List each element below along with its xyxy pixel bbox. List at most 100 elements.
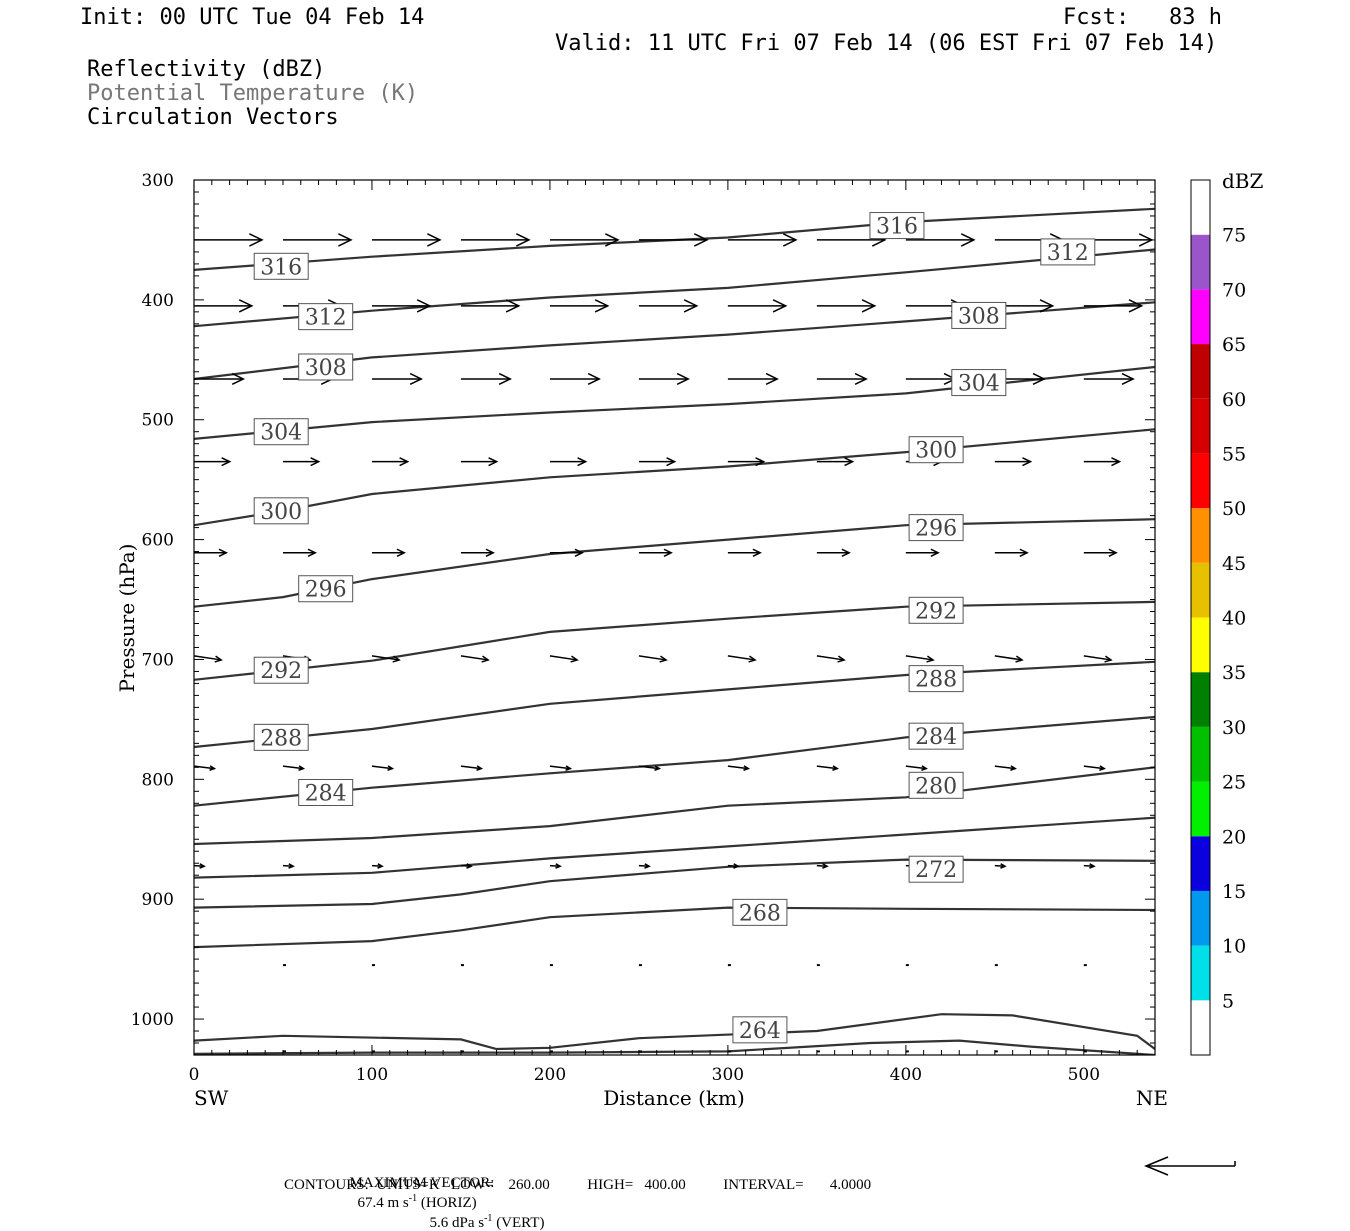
circulation-vector xyxy=(549,765,573,771)
circulation-vector xyxy=(905,765,928,771)
colorbar-level-label: 35 xyxy=(1222,662,1246,684)
circulation-vector xyxy=(638,863,651,869)
theta-contour-268 xyxy=(194,906,1155,949)
circulation-vector xyxy=(727,765,751,771)
x-end-label-left: SW xyxy=(194,1086,229,1110)
colorbar-segment xyxy=(1191,836,1210,891)
circulation-vector xyxy=(194,372,246,386)
y-axis-title: Pressure (hPa) xyxy=(115,544,139,693)
vert-suffix: (VERT) xyxy=(492,1215,545,1231)
contour-label-296: 296 xyxy=(298,575,354,603)
contour-label-box xyxy=(732,898,788,926)
circulation-vector xyxy=(371,457,410,467)
circulation-vector xyxy=(816,863,829,869)
circulation-vector xyxy=(371,765,395,771)
circulation-vector xyxy=(994,457,1033,467)
contour-label-box xyxy=(908,771,964,799)
colorbar-level-label: 65 xyxy=(1222,334,1246,356)
x-tick-label: 300 xyxy=(712,1065,744,1085)
field-potential-temperature: Potential Temperature (K) xyxy=(87,81,419,106)
circulation-vector xyxy=(1083,655,1113,663)
colorbar-segment xyxy=(1191,562,1210,618)
contour-label-box xyxy=(908,436,964,464)
contour-label-box xyxy=(951,369,1007,397)
contour-label-text: 308 xyxy=(958,304,1000,329)
contour-label-text: 300 xyxy=(260,500,302,525)
colorbar-segment xyxy=(1191,453,1210,509)
circulation-vector xyxy=(905,233,976,247)
contour-label-288: 288 xyxy=(908,665,964,693)
circulation-vector xyxy=(816,765,839,771)
contour-label-box xyxy=(908,855,964,883)
circulation-vector xyxy=(549,372,601,386)
contour-label-300: 300 xyxy=(908,436,964,464)
contour-label-box xyxy=(253,252,309,280)
contour-label-268: 268 xyxy=(732,898,788,926)
x-axis-title: Distance (km) xyxy=(603,1086,745,1110)
contour-label-box xyxy=(869,212,925,240)
contour-label-box xyxy=(908,596,964,624)
circulation-vector xyxy=(1083,548,1118,557)
contour-label-312: 312 xyxy=(1040,238,1096,266)
circulation-vector xyxy=(638,655,668,663)
colorbar-segment xyxy=(1191,617,1210,673)
contour-label-box xyxy=(253,418,309,446)
colorbar-segment xyxy=(1191,344,1210,399)
x-tick-label: 0 xyxy=(189,1065,200,1085)
circulation-vector xyxy=(1083,457,1122,467)
contour-label-box xyxy=(1040,238,1096,266)
colorbar-level-label: 5 xyxy=(1222,990,1234,1012)
contour-label-box xyxy=(298,303,354,331)
circulation-vector xyxy=(638,299,699,313)
theta-contour-288 xyxy=(194,660,1155,749)
contour-label-text: 304 xyxy=(958,372,1000,397)
circulation-vector xyxy=(460,372,512,386)
circulation-vector xyxy=(727,548,762,557)
contour-label-text: 268 xyxy=(739,901,781,926)
circulation-vector xyxy=(727,457,766,467)
tick-layer: 300 400 500 600 700 800 900 1000 0 100 200 300 400 50… xyxy=(131,171,1155,1085)
contour-label-box xyxy=(908,514,964,542)
circulation-vector xyxy=(371,299,432,313)
colorbar-level-label: 45 xyxy=(1222,553,1246,575)
x-tick-label: 200 xyxy=(534,1065,566,1085)
contour-label-292: 292 xyxy=(908,596,964,624)
y-tick-label: 800 xyxy=(142,770,174,790)
x-tick-label: 100 xyxy=(356,1065,388,1085)
circulation-vector xyxy=(727,655,757,663)
cross-section-chart: 3163163123123083083043043003002962962922… xyxy=(115,169,1264,1176)
theta-contour-296 xyxy=(194,518,1155,608)
circulation-vector xyxy=(282,457,321,467)
theta-contour-272 xyxy=(194,858,1155,909)
contour-label-box xyxy=(253,497,309,525)
colorbar-segment xyxy=(1191,726,1210,782)
circulation-vector xyxy=(549,548,584,557)
colorbar-level-label: 15 xyxy=(1222,881,1246,903)
init-time: Init: 00 UTC Tue 04 Feb 14 xyxy=(80,5,425,30)
circulation-vector xyxy=(194,299,254,313)
circulation-vector xyxy=(282,548,318,557)
contour-label-300: 300 xyxy=(253,497,309,525)
circulation-vector xyxy=(994,765,1017,771)
colorbar-level-label: 50 xyxy=(1222,498,1246,520)
circulation-vector xyxy=(994,548,1029,557)
contour-label-text: 316 xyxy=(260,255,302,280)
contour-label-304: 304 xyxy=(253,418,309,446)
colorbar-segment xyxy=(1191,398,1210,454)
theta-contour-292 xyxy=(194,600,1155,681)
contour-label-text: 264 xyxy=(739,1019,781,1044)
contour-label-284: 284 xyxy=(908,722,964,750)
circulation-vector xyxy=(638,765,662,771)
contour-label-text: 272 xyxy=(915,858,957,883)
circulation-vector xyxy=(727,372,779,386)
max-vector-line: MAXIMUM VECTOR: 67.4 m s-1 (HORIZ) 5.6 d… xyxy=(342,1159,545,1231)
contour-label-text: 296 xyxy=(305,578,347,603)
contour-label-316: 316 xyxy=(869,212,925,240)
circulation-vector xyxy=(1083,863,1096,869)
colorbar-level-label: 70 xyxy=(1222,279,1246,301)
colorbar-level-label: 60 xyxy=(1222,389,1246,411)
circulation-vector xyxy=(460,299,521,313)
contour-label-text: 292 xyxy=(915,599,957,624)
contour-label-text: 300 xyxy=(915,439,957,464)
contour-label-box xyxy=(951,301,1007,329)
